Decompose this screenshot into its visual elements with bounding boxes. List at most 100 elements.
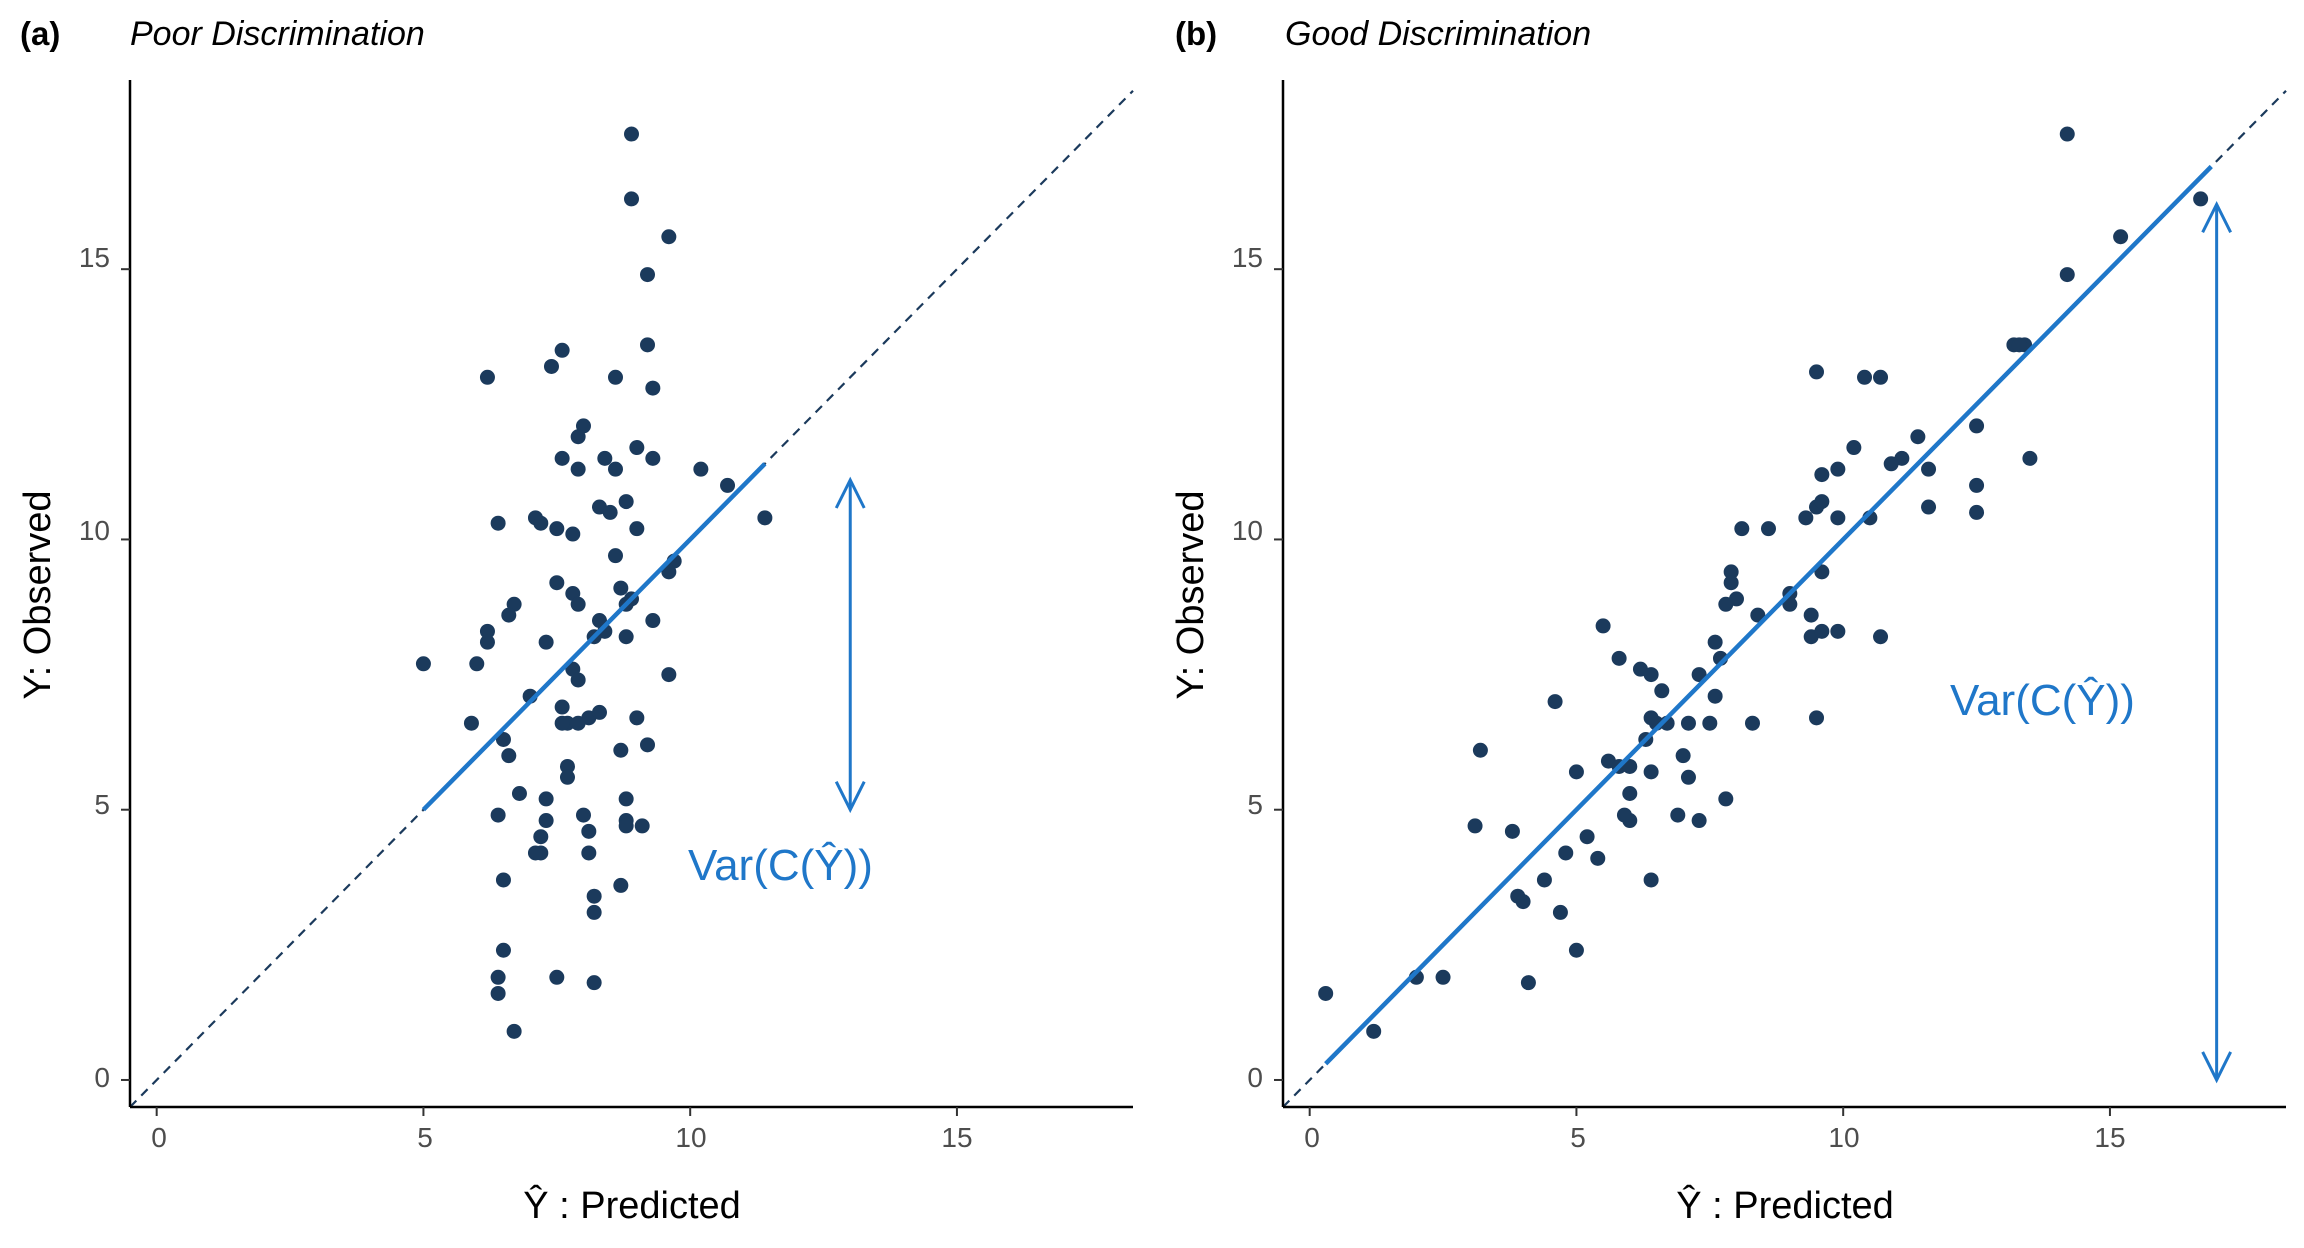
y-tick-label: 0 [94,1062,110,1093]
data-point [1643,764,1659,780]
data-point [511,785,527,801]
identity-line [129,90,1134,1108]
data-point [549,969,565,985]
data-point [1318,985,1334,1001]
data-point [490,515,506,531]
data-point [1830,461,1846,477]
data-point [533,829,549,845]
data-point [1883,456,1899,472]
data-point [624,191,639,207]
data-point [549,521,565,537]
data-point [575,807,591,823]
data-point [1814,494,1830,510]
data-point [2059,126,2075,142]
y-axis-title: Y: Observed [1170,490,1212,699]
data-point [538,791,554,807]
data-point [634,818,650,834]
data-point [501,607,517,623]
data-point [1814,623,1830,639]
data-point [1702,715,1718,731]
x-axis-title: Ŷ : Predicted [523,1184,741,1227]
data-point [586,888,602,904]
data-point [1846,440,1862,456]
data-point [1691,667,1707,683]
data-point [1921,461,1937,477]
data-point [1366,1023,1382,1039]
data-point [597,450,613,466]
x-tick-label: 5 [417,1122,433,1153]
data-point [554,450,570,466]
data-point [640,737,656,753]
variance-annotation: Var(C(Ŷ)) [688,841,873,890]
x-tick-label: 0 [151,1122,167,1153]
y-tick-label: 15 [1232,242,1263,273]
data-point [415,656,431,672]
data-point [1809,710,1825,726]
data-point [693,461,709,477]
data-point [495,942,511,958]
data-point [501,748,517,764]
data-point [613,580,629,596]
data-point [607,461,623,477]
data-point [1910,429,1926,445]
data-point [527,845,543,861]
data-point [581,823,597,839]
y-axis-title: Y: Observed [17,490,59,699]
arrow-head-top [2201,200,2232,233]
y-tick-label: 5 [94,789,110,820]
data-point [549,575,565,591]
data-point [570,715,586,731]
data-point [629,710,645,726]
y-tick-label: 10 [1232,515,1263,546]
data-point [533,515,549,531]
data-point [661,229,677,245]
data-point [613,877,629,893]
data-point [1520,975,1536,991]
data-point [479,369,495,385]
data-point [490,969,506,985]
data-point [645,380,661,396]
data-point [2193,191,2209,207]
data-point [1515,894,1531,910]
data-point [554,715,570,731]
data-point [586,975,602,991]
x-tick-label: 0 [1304,1122,1320,1153]
data-point [1643,710,1659,726]
data-point [661,667,677,683]
panel-b: (b) Good Discrimination 0 5 10 15 0 5 10… [1170,15,2287,1227]
data-point [1590,850,1606,866]
data-point [1809,364,1825,380]
x-tick-label: 5 [1570,1122,1586,1153]
data-point [1467,818,1483,834]
data-point [645,613,661,629]
data-point [661,564,677,580]
data-point [2113,229,2129,245]
fit-line [421,462,767,812]
data-point [1536,872,1552,888]
chart-title: Good Discrimination [1285,15,1591,53]
data-point [1622,758,1638,774]
data-point [1873,369,1889,385]
data-point [1750,607,1766,623]
panel-tag: (a) [20,15,60,52]
data-point [559,758,575,774]
panel-a: (a) Poor Discrimination 0 5 10 15 0 5 10… [17,15,1134,1227]
x-tick-label: 10 [675,1122,706,1153]
data-point [1814,467,1830,483]
data-point [1579,829,1595,845]
y-tick-label: 5 [1247,789,1263,820]
data-point [1734,521,1750,537]
data-point [629,440,645,456]
fit-line [1324,164,2213,1066]
data-point [1547,694,1563,710]
data-point [645,450,661,466]
data-point [1707,634,1723,650]
data-point [2059,267,2075,283]
y-tick-label: 15 [79,242,110,273]
data-point [506,1023,522,1039]
data-point [1616,807,1632,823]
data-point [1718,596,1734,612]
data-point [554,699,570,715]
data-point [640,267,656,283]
